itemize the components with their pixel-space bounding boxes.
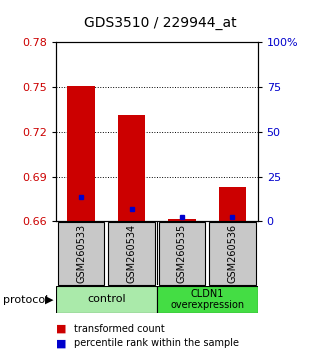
Text: CLDN1
overexpression: CLDN1 overexpression xyxy=(170,289,244,310)
Text: ■: ■ xyxy=(56,338,67,348)
Text: GSM260533: GSM260533 xyxy=(76,224,86,283)
Text: GDS3510 / 229944_at: GDS3510 / 229944_at xyxy=(84,16,236,30)
Text: transformed count: transformed count xyxy=(74,324,164,333)
Text: control: control xyxy=(87,295,126,304)
Bar xyxy=(159,222,205,285)
Bar xyxy=(219,187,246,221)
Bar xyxy=(67,86,95,221)
Bar xyxy=(157,286,258,313)
Bar xyxy=(118,115,146,221)
Text: percentile rank within the sample: percentile rank within the sample xyxy=(74,338,239,348)
Text: GSM260535: GSM260535 xyxy=(177,224,187,283)
Text: ■: ■ xyxy=(56,324,67,333)
Bar xyxy=(168,219,196,221)
Text: GSM260534: GSM260534 xyxy=(127,224,137,283)
Bar xyxy=(108,222,155,285)
Text: GSM260536: GSM260536 xyxy=(228,224,237,283)
Text: protocol: protocol xyxy=(3,295,48,305)
Text: ▶: ▶ xyxy=(45,295,54,305)
Bar xyxy=(56,286,157,313)
Bar xyxy=(209,222,256,285)
Bar xyxy=(58,222,104,285)
